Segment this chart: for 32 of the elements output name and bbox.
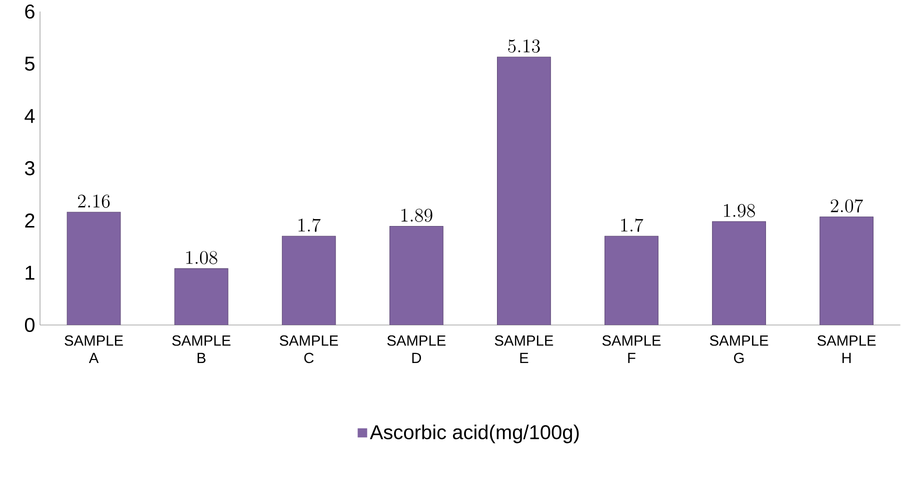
data-label: 5. 13 — [508, 39, 540, 52]
bar — [174, 268, 228, 325]
bar — [497, 56, 551, 325]
legend-label: Ascorbic acid(mg/100g) — [370, 424, 579, 444]
x-tick-label: SAMPLE C — [280, 335, 338, 363]
x-tick-label: SAMPLE B — [172, 335, 230, 363]
data-label: 1 .08 — [186, 250, 218, 264]
data-label: 1 .7 — [621, 218, 644, 232]
y-tick-label: 3 — [24, 160, 34, 176]
bar — [820, 216, 874, 325]
y-tick-label: 5 — [24, 56, 34, 71]
data-label: 2.07 — [830, 198, 863, 212]
y-tick-label: 0 — [24, 318, 35, 332]
data-label: 1 .7 — [298, 218, 321, 232]
x-tick-label: SAMPLE H — [817, 335, 876, 363]
y-tick-label: 4 — [24, 108, 35, 123]
y-tick-label: 1 — [26, 266, 34, 280]
bar — [604, 236, 658, 325]
bar — [282, 236, 336, 325]
y-tick-label: 6 — [25, 4, 34, 18]
x-tick-label: SAMPLE F — [602, 335, 661, 363]
x-tick-label: SAMPLE A — [64, 335, 123, 363]
data-label: 1 .98 — [724, 204, 755, 218]
bar — [712, 221, 766, 325]
data-label: 2. 16 — [78, 194, 110, 208]
data-label: 1 .89 — [401, 208, 432, 222]
bar — [389, 226, 444, 325]
x-tick-label: SAMPLE D — [387, 335, 446, 363]
x-tick-label: SAMPLE G — [710, 335, 768, 363]
y-tick-label: 2 — [25, 213, 34, 228]
x-tick-label: SAMPLE E — [494, 335, 554, 363]
bar — [66, 212, 121, 325]
